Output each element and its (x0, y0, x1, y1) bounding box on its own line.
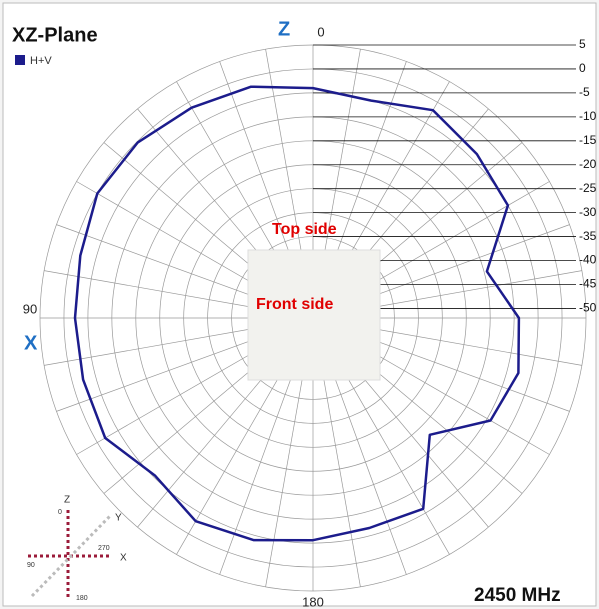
r-tick-label: -25 (579, 181, 597, 195)
icon-axis (30, 514, 112, 598)
axis-icon-label: 180 (76, 595, 88, 602)
r-tick-label: -40 (579, 253, 597, 267)
theta-tick-label: 180 (302, 594, 324, 609)
series-line (73, 85, 521, 542)
axis-icon-label: 270 (98, 545, 110, 552)
chart-title: XZ-Plane (12, 24, 98, 46)
axis-icon-label: Z (64, 495, 70, 506)
device-image (247, 249, 381, 381)
r-tick-label: -30 (579, 205, 597, 219)
r-tick-label: -5 (579, 85, 590, 99)
annotation: 2450 MHz (474, 585, 561, 606)
annotation: Front side (256, 296, 333, 313)
axis-icon-label: 0 (58, 509, 62, 516)
r-tick-label: -45 (579, 277, 597, 291)
r-tick-label: 5 (579, 37, 586, 51)
annotation: X (24, 332, 38, 354)
legend-label: H+V (30, 55, 52, 67)
axis-icon-label: Y (115, 513, 122, 524)
r-tick-label: -35 (579, 229, 597, 243)
r-tick-label: -10 (579, 109, 597, 123)
axis-icon-label: 90 (27, 562, 35, 569)
r-tick-label: -20 (579, 157, 597, 171)
annotation: Top side (272, 221, 337, 238)
annotation: Z (278, 18, 290, 40)
r-tick-label: 0 (579, 61, 586, 75)
theta-tick-label: 90 (23, 301, 37, 316)
r-tick-label: -15 (579, 133, 597, 147)
theta-tick-label: 0 (317, 24, 324, 39)
r-tick-label: -50 (579, 301, 597, 315)
axis-icon-label: X (120, 553, 127, 564)
legend-swatch (15, 55, 25, 65)
